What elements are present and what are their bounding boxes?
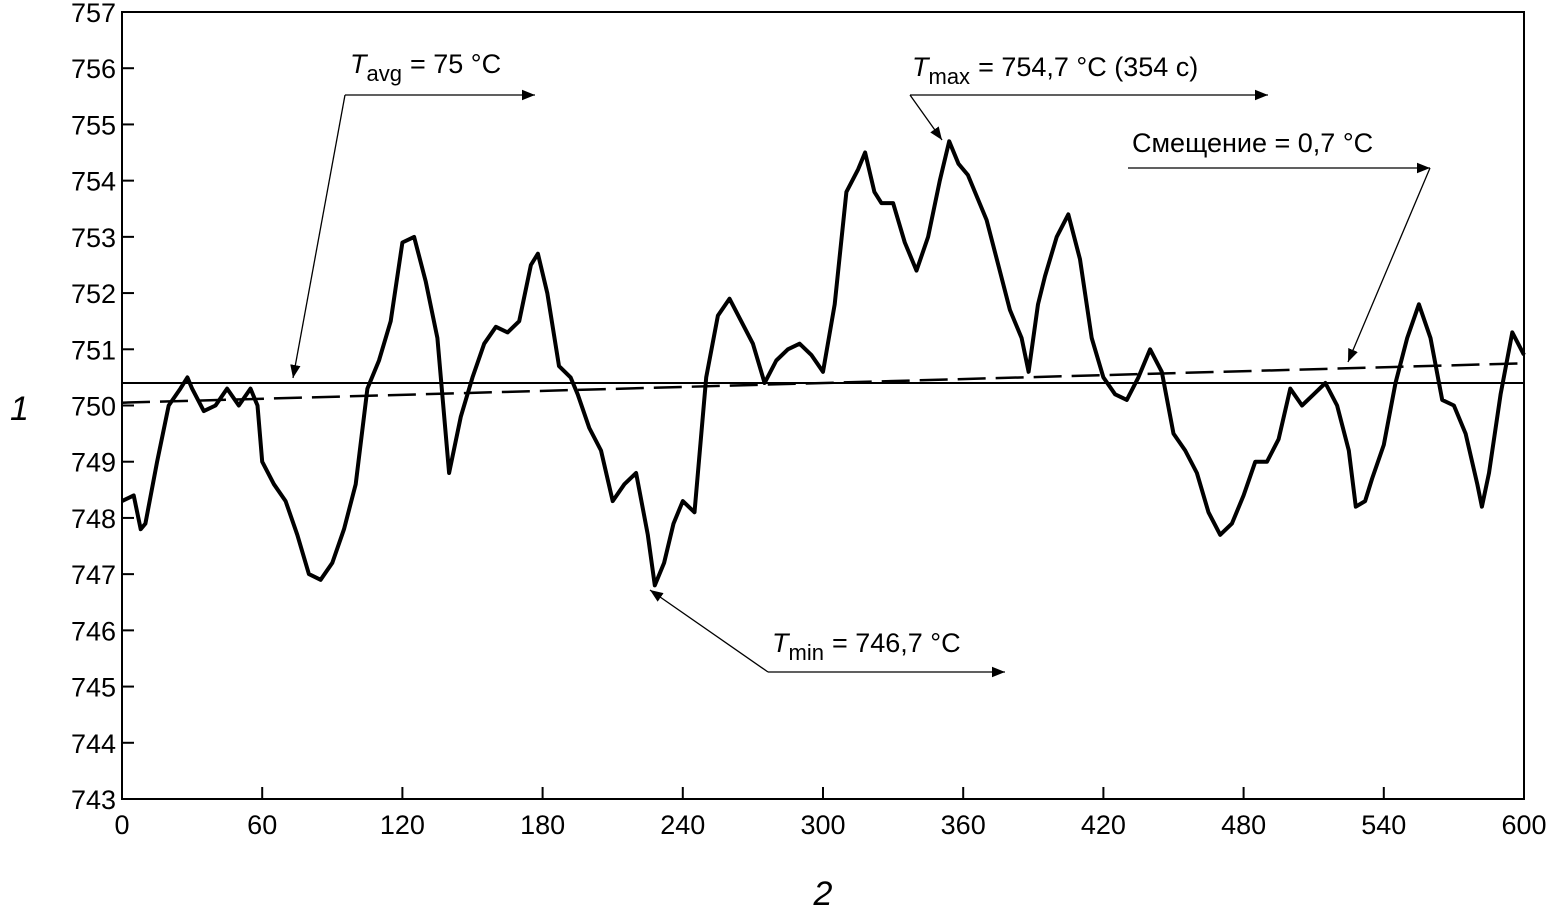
series-line bbox=[121, 362, 1525, 404]
y-tick-label: 743 bbox=[71, 785, 116, 815]
y-tick-label: 748 bbox=[71, 504, 116, 534]
x-tick-label: 60 bbox=[247, 810, 277, 840]
y-tick-label: 755 bbox=[71, 110, 116, 140]
annotation: Tavg = 75 °C bbox=[350, 49, 501, 86]
series-line bbox=[121, 139, 1526, 588]
annotation-text: Смещение = 0,7 °C bbox=[1132, 128, 1373, 158]
annotation-arrow bbox=[909, 94, 943, 141]
y-tick-label: 751 bbox=[71, 335, 116, 365]
annotation-symbol: T bbox=[350, 49, 369, 79]
annotation-text: = 754,7 °C (354 с) bbox=[978, 52, 1198, 82]
annotation-arrow bbox=[1347, 167, 1431, 363]
annotation-subscript: avg bbox=[367, 61, 402, 86]
annotation: Tmin = 746,7 °C bbox=[772, 628, 961, 665]
y-tick-label: 753 bbox=[71, 223, 116, 253]
x-tick-label: 240 bbox=[660, 810, 705, 840]
annotation-subscript: min bbox=[789, 640, 824, 665]
annotation-symbol: T bbox=[912, 52, 931, 82]
x-tick-label: 420 bbox=[1081, 810, 1126, 840]
x-tick-label: 120 bbox=[380, 810, 425, 840]
y-tick-label: 746 bbox=[71, 616, 116, 646]
y-tick-label: 756 bbox=[71, 54, 116, 84]
y-tick-label: 752 bbox=[71, 279, 116, 309]
x-tick-label: 360 bbox=[941, 810, 986, 840]
y-axis-label: 1 bbox=[10, 390, 29, 428]
y-tick-label: 744 bbox=[71, 729, 116, 759]
y-tick-label: 754 bbox=[71, 167, 116, 197]
annotation-subscript: max bbox=[929, 64, 971, 89]
y-tick-label: 749 bbox=[71, 448, 116, 478]
annotation-text: = 746,7 °C bbox=[832, 628, 961, 658]
x-tick-label: 600 bbox=[1501, 810, 1546, 840]
x-tick-label: 0 bbox=[114, 810, 129, 840]
annotation-arrow bbox=[649, 589, 769, 673]
y-tick-label: 745 bbox=[71, 673, 116, 703]
y-tick-label: 750 bbox=[71, 392, 116, 422]
x-tick-label: 480 bbox=[1221, 810, 1266, 840]
x-axis-label: 2 bbox=[813, 875, 833, 908]
x-tick-label: 300 bbox=[800, 810, 845, 840]
x-tick-label: 180 bbox=[520, 810, 565, 840]
y-tick-label: 747 bbox=[71, 560, 116, 590]
annotation-text: = 75 °C bbox=[410, 49, 501, 79]
y-tick-label: 757 bbox=[71, 0, 116, 28]
annotation-arrow bbox=[290, 94, 346, 379]
x-tick-label: 540 bbox=[1361, 810, 1406, 840]
annotation-arrows bbox=[290, 89, 1431, 678]
annotation-symbol: T bbox=[772, 628, 791, 658]
annotation: Tmax = 754,7 °C (354 с) bbox=[912, 52, 1198, 89]
annotation: Смещение = 0,7 °C bbox=[1132, 128, 1373, 158]
